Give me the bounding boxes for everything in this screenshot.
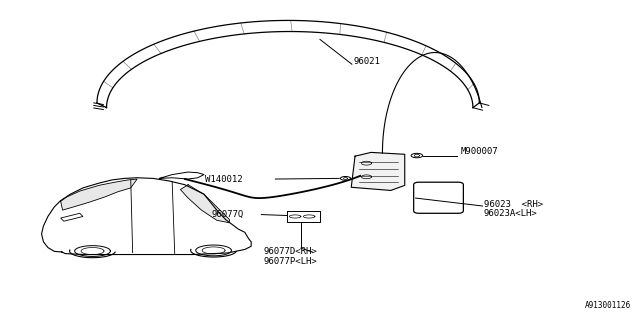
Polygon shape (351, 152, 404, 190)
Text: 96023A<LH>: 96023A<LH> (484, 209, 538, 218)
Polygon shape (180, 185, 230, 223)
Text: 96077D<RH>: 96077D<RH> (264, 247, 317, 257)
Text: M900007: M900007 (460, 147, 498, 156)
Text: 96077P<LH>: 96077P<LH> (264, 257, 317, 266)
Text: 96021: 96021 (354, 57, 381, 66)
Polygon shape (61, 179, 137, 210)
Text: A913001126: A913001126 (585, 301, 631, 310)
Text: W140012: W140012 (205, 174, 243, 184)
Text: 96023  <RH>: 96023 <RH> (484, 200, 543, 209)
Text: 96077Q: 96077Q (211, 210, 244, 219)
